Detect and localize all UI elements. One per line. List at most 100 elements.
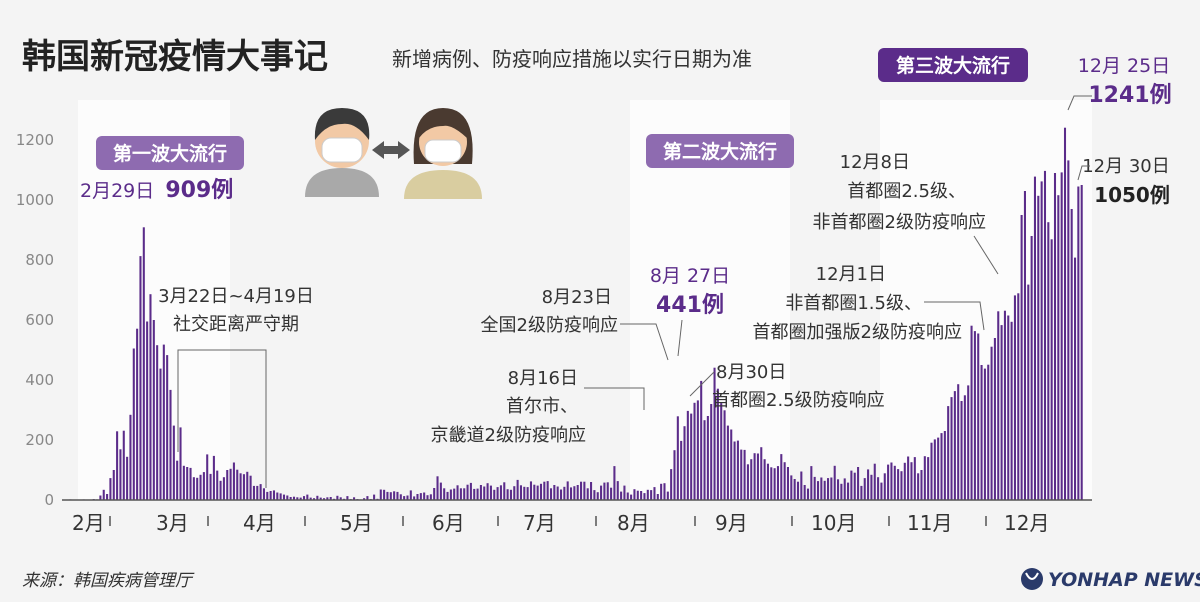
bar [312, 498, 316, 500]
bar [596, 492, 599, 500]
distancing-bracket [177, 349, 267, 488]
bar [309, 497, 312, 500]
bar [786, 467, 790, 500]
bar [202, 472, 205, 500]
bar [963, 395, 966, 500]
bar [987, 364, 990, 500]
aug23-line2: 全国2级防疫响应 [481, 315, 618, 336]
bar [700, 380, 703, 500]
bar [990, 346, 993, 500]
bar [219, 480, 222, 500]
bar [973, 331, 976, 500]
bar [536, 485, 539, 500]
bar [506, 489, 509, 500]
bar [129, 414, 132, 500]
bar [399, 494, 402, 500]
masked-man-icon [305, 108, 379, 197]
bar [877, 477, 880, 500]
bar [409, 490, 412, 500]
wave-label-1-text: 第一波大流行 [113, 142, 227, 165]
bar [513, 486, 516, 500]
bar [890, 462, 893, 500]
bar [466, 484, 469, 500]
dec8-line2: 首都圈2.5级、 [847, 181, 966, 202]
bar [476, 488, 479, 500]
logo-text: YONHAP NEWS [1048, 569, 1200, 591]
bar [179, 427, 182, 500]
bar [272, 490, 276, 500]
bar [636, 490, 639, 500]
bar [199, 474, 202, 500]
aug30-line2: 首都圈2.5级防疫响应 [712, 390, 885, 411]
bar [716, 388, 719, 500]
bar [252, 485, 255, 500]
bar [559, 489, 563, 500]
bar [693, 402, 696, 500]
bar [967, 385, 970, 500]
bar [196, 477, 199, 500]
bar [1037, 195, 1040, 501]
bar [646, 489, 649, 500]
bar [226, 470, 229, 500]
bar [523, 486, 526, 500]
bar [436, 476, 439, 500]
bar [676, 416, 679, 500]
bar [473, 488, 476, 500]
bar [139, 256, 142, 500]
bar [827, 478, 830, 500]
bar [1057, 195, 1060, 500]
bar [99, 495, 102, 500]
bar [706, 416, 709, 500]
page-subtitle: 新增病例、防疫响应措施以实行日期为准 [392, 47, 752, 71]
bar [1077, 186, 1080, 500]
wave-label-3: 第三波大流行 [878, 48, 1028, 82]
y-tick-label: 0 [44, 491, 54, 509]
bar [419, 493, 422, 500]
bar [192, 477, 195, 500]
bar [686, 410, 689, 500]
bar [1000, 325, 1003, 500]
bar [142, 227, 145, 501]
bar [533, 484, 536, 500]
bar [339, 497, 342, 500]
bar [680, 440, 683, 500]
bar [1017, 293, 1020, 500]
bar [586, 488, 589, 500]
bar [750, 459, 753, 500]
bar [850, 470, 853, 500]
bar [580, 481, 583, 500]
bar-series [66, 127, 1083, 501]
bar [1070, 209, 1073, 500]
bar [816, 481, 820, 500]
bar [640, 491, 643, 500]
x-month-label: 12月 [1004, 511, 1049, 535]
bar [256, 485, 259, 500]
bar [1063, 127, 1067, 500]
dec1-line3: 首都圈加强版2级防疫响应 [753, 322, 962, 343]
bar [957, 384, 960, 500]
bar [269, 491, 272, 500]
bar [847, 482, 850, 500]
aug27-leader [677, 319, 683, 357]
bar [763, 459, 766, 500]
bar [549, 488, 553, 500]
bar [229, 468, 232, 500]
wave-band-3 [880, 100, 1092, 500]
bar [439, 482, 442, 500]
bar [1080, 185, 1083, 500]
bar [590, 482, 593, 500]
bar [426, 495, 429, 500]
bar [593, 490, 596, 500]
bar [753, 453, 756, 500]
aug16-line2: 首尔市、 [506, 396, 578, 417]
bar [1060, 172, 1063, 500]
bar [282, 494, 286, 500]
bar [800, 471, 803, 500]
bar [489, 485, 492, 500]
wave-label-2: 第二波大流行 [646, 134, 794, 168]
bar [156, 345, 159, 500]
bar [723, 410, 726, 500]
bar [837, 479, 840, 500]
bar [696, 400, 699, 500]
bar [456, 485, 459, 500]
